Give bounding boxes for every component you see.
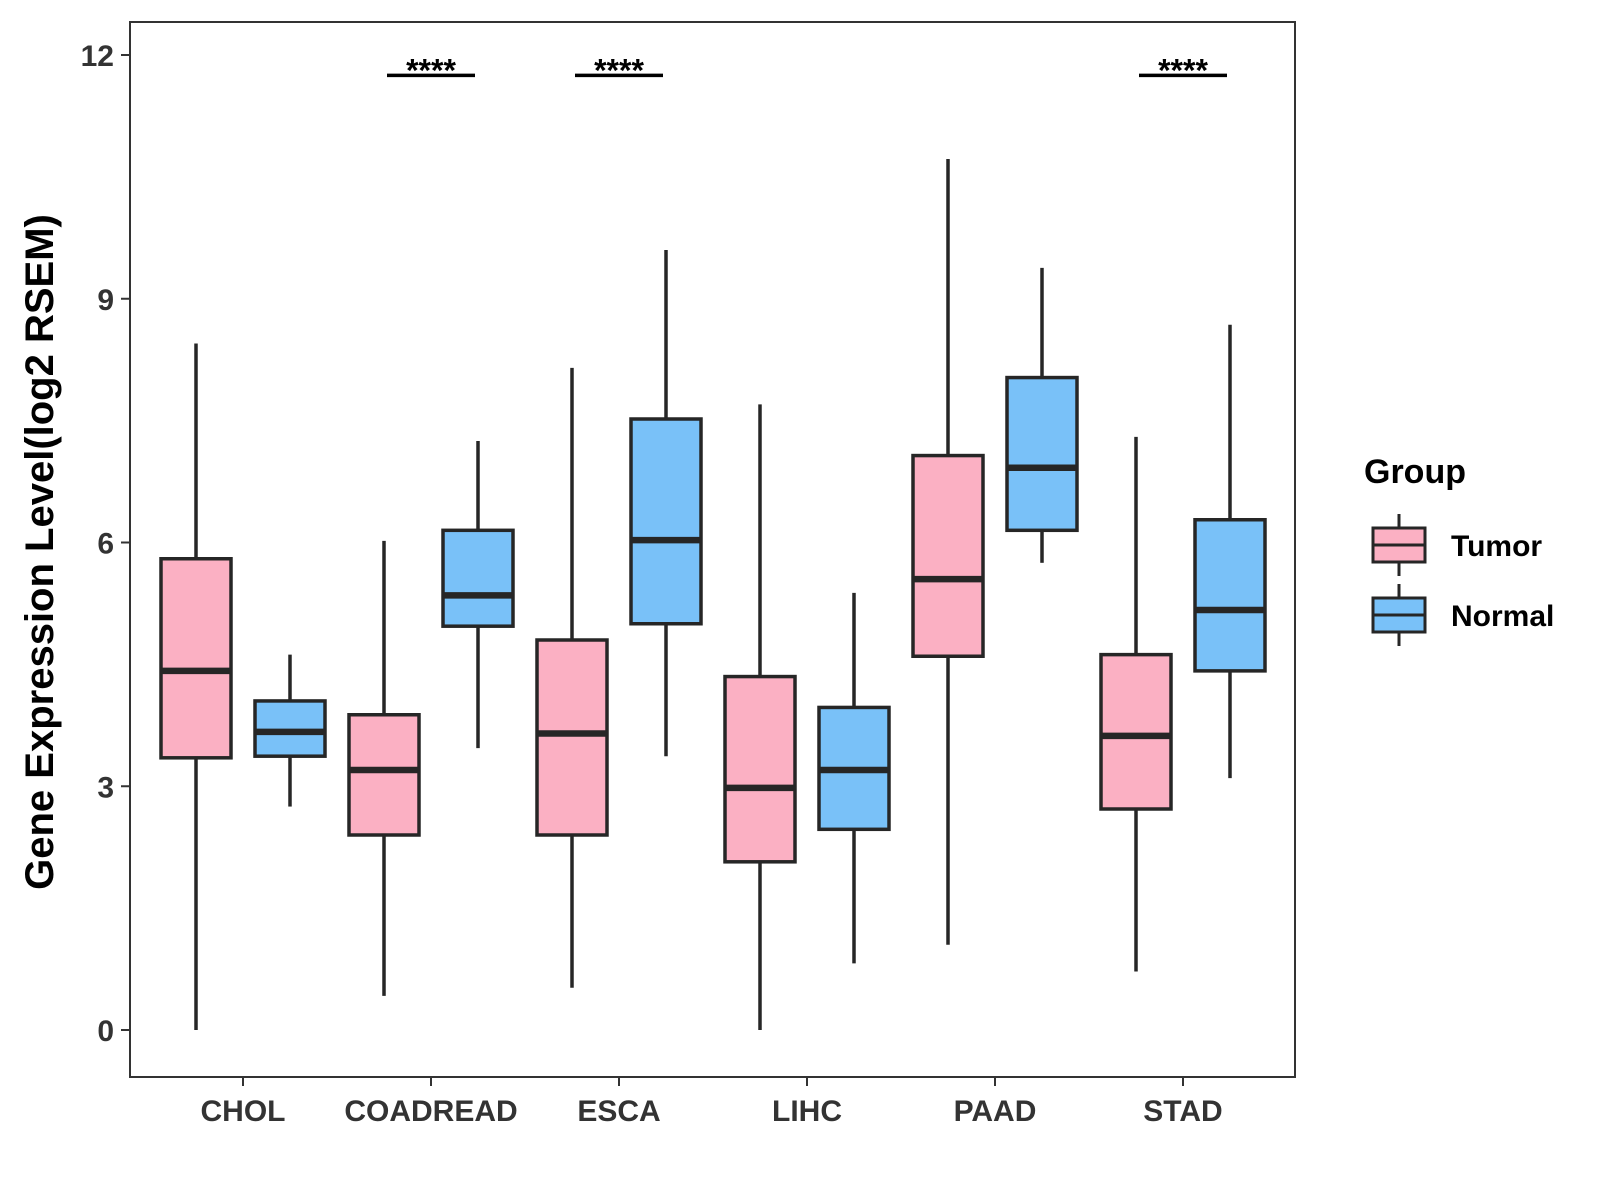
- y-tick-label: 6: [97, 528, 114, 561]
- x-tick-label: LIHC: [772, 1095, 842, 1128]
- box-body: [911, 453, 985, 658]
- legend-label: Normal: [1451, 600, 1554, 633]
- box-body: [629, 417, 703, 626]
- x-tick-label: ESCA: [577, 1095, 660, 1128]
- box-tumor-paad: [911, 159, 985, 945]
- box-body: [1099, 652, 1173, 811]
- box-tumor-esca: [535, 367, 609, 988]
- box-body: [723, 674, 797, 864]
- box-tumor-lihc: [723, 404, 797, 1030]
- legend: Group Tumor Normal: [1364, 453, 1554, 646]
- box-normal-esca: [629, 250, 703, 757]
- box-normal-paad: [1005, 267, 1079, 563]
- significance-label: ****: [1158, 52, 1208, 88]
- y-tick-label: 0: [97, 1015, 114, 1048]
- y-axis-title: Gene Expression Level(log2 RSEM): [18, 214, 62, 890]
- x-tick-label: CHOL: [201, 1095, 286, 1128]
- significance-label: ****: [594, 52, 644, 88]
- box-body: [1193, 518, 1267, 673]
- plot-panel: [129, 21, 1296, 1078]
- legend-item-tumor: Tumor: [1371, 514, 1542, 576]
- legend-item-normal: Normal: [1371, 584, 1554, 646]
- box-normal-coadread: [441, 440, 515, 749]
- box-body: [159, 557, 233, 760]
- box-body: [1005, 375, 1079, 533]
- x-tick-label: PAAD: [954, 1095, 1037, 1128]
- legend-label: Tumor: [1451, 530, 1542, 563]
- significance-layer: **** **** ****: [387, 52, 1227, 88]
- box-tumor-coadread: [347, 540, 421, 996]
- box-body: [535, 638, 609, 837]
- boxes-layer: [159, 159, 1267, 1030]
- y-tick-label: 12: [81, 40, 114, 73]
- box-normal-lihc: [817, 592, 891, 964]
- box-tumor-chol: [159, 343, 233, 1030]
- x-tick-label: STAD: [1143, 1095, 1222, 1128]
- box-tumor-stad: [1099, 436, 1173, 972]
- box-body: [441, 528, 515, 628]
- y-axis: 0 3 6 9 12: [81, 40, 130, 1048]
- y-tick-label: 3: [97, 771, 114, 804]
- box-body: [347, 713, 421, 837]
- x-axis: CHOL COADREAD ESCA LIHC PAAD STAD: [201, 1077, 1223, 1128]
- box-normal-stad: [1193, 324, 1267, 779]
- box-normal-chol: [253, 654, 327, 807]
- x-tick-label: COADREAD: [344, 1095, 517, 1128]
- significance-label: ****: [406, 52, 456, 88]
- legend-title: Group: [1364, 453, 1466, 491]
- y-tick-label: 9: [97, 284, 114, 317]
